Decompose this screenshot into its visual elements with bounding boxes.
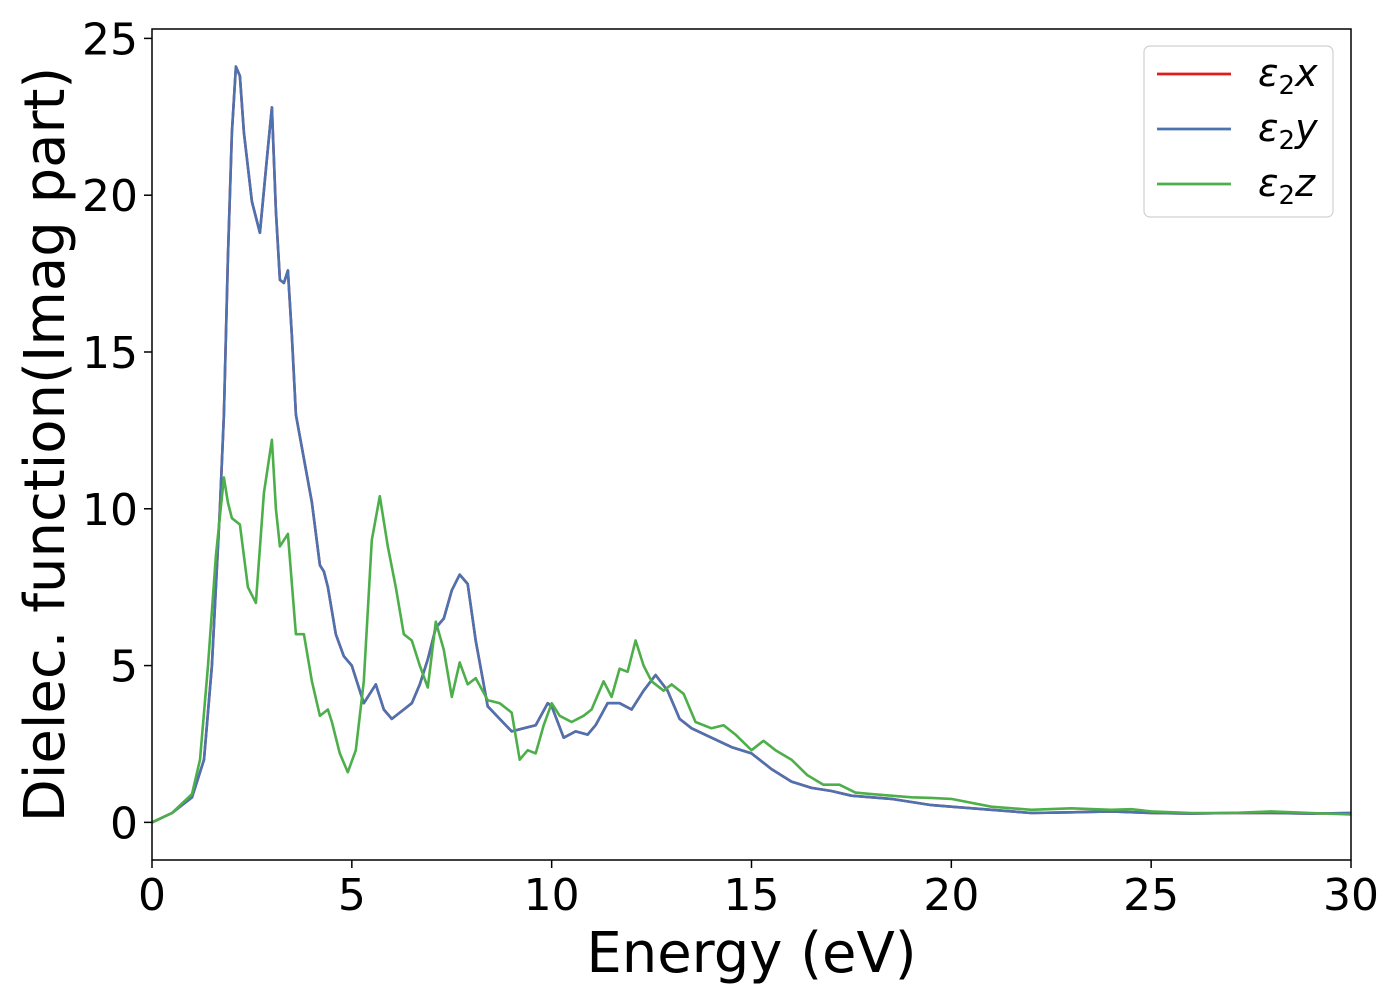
legend-box xyxy=(1143,45,1334,218)
y-tick-label: 25 xyxy=(82,14,138,65)
x-tick-label: 20 xyxy=(923,870,979,921)
series-line-y xyxy=(151,65,1352,824)
x-axis-label: Energy (eV) xyxy=(586,921,916,986)
x-tick-label: 30 xyxy=(1323,870,1379,921)
y-tick-label: 20 xyxy=(82,171,138,222)
x-tick-label: 0 xyxy=(138,870,166,921)
series-layer xyxy=(151,65,1352,824)
y-tick-label: 15 xyxy=(82,328,138,379)
legend-entry-label: ε2y xyxy=(1258,106,1318,156)
x-tick-label: 15 xyxy=(724,870,780,921)
y-tick-label: 10 xyxy=(82,485,138,536)
legend-entry-label: ε2x xyxy=(1258,51,1318,101)
y-axis-label: Dielec. function(Imag part) xyxy=(13,67,78,823)
y-tick-label: 5 xyxy=(110,642,138,693)
x-tick-label: 25 xyxy=(1123,870,1179,921)
x-tick-label: 10 xyxy=(524,870,580,921)
y-tick-label: 0 xyxy=(110,798,138,849)
series-line-z xyxy=(151,438,1352,824)
ticks-layer: 0 5 10 15 20 25 30 0 5 10 15 20 25 xyxy=(82,14,1379,921)
x-tick-label: 5 xyxy=(338,870,366,921)
legend-entry-label: ε2z xyxy=(1258,161,1316,211)
